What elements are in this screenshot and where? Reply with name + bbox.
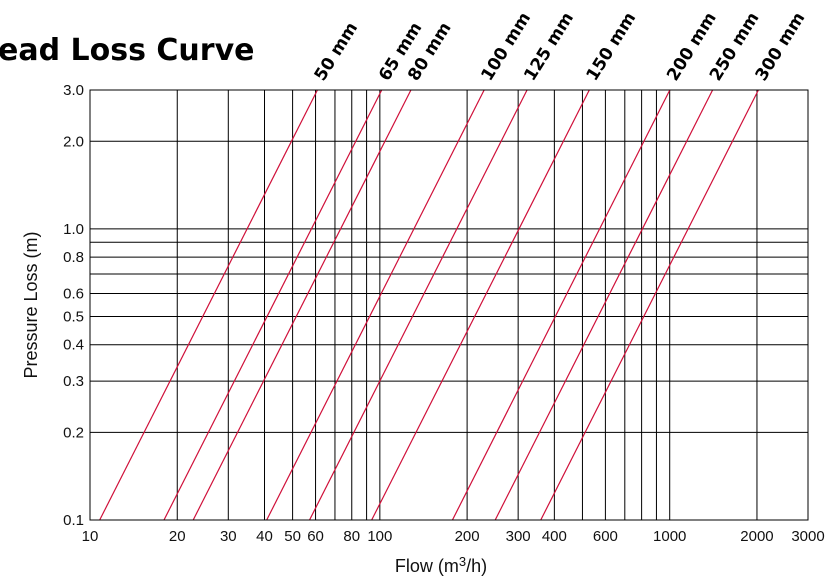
series-line <box>371 89 590 521</box>
x-tick-label: 400 <box>542 528 567 545</box>
series-line <box>266 89 485 521</box>
series-line <box>163 89 383 521</box>
x-tick-label: 30 <box>220 528 237 545</box>
x-axis-label: Flow (m3/h) <box>395 554 487 576</box>
series-label: 50 mm <box>311 19 362 85</box>
y-tick-label: 0.1 <box>63 512 84 529</box>
x-tick-label: 300 <box>506 528 531 545</box>
y-tick-label: 0.3 <box>63 373 84 390</box>
y-axis-label: Pressure Loss (m) <box>21 231 41 378</box>
x-axis-label-sup: 3 <box>459 554 466 569</box>
x-tick-label: 60 <box>307 528 324 545</box>
y-tick-label: 3.0 <box>63 82 84 99</box>
x-tick-label: 600 <box>593 528 618 545</box>
series-line <box>99 89 318 521</box>
x-tick-label: 10 <box>82 528 99 545</box>
plot-frame <box>89 89 809 521</box>
series-line <box>308 89 528 521</box>
y-tick-label: 0.6 <box>63 285 84 302</box>
chart-grid <box>89 89 809 521</box>
x-tick-label: 80 <box>343 528 360 545</box>
series-line <box>192 89 412 521</box>
x-tick-label: 20 <box>169 528 186 545</box>
x-axis-label-end: /h) <box>466 556 487 576</box>
series-lines <box>99 89 759 521</box>
y-tick-label: 0.4 <box>63 337 84 354</box>
x-tick-label: 3000 <box>791 528 824 545</box>
y-tick-label: 1.0 <box>63 221 84 238</box>
series-line <box>540 89 759 521</box>
x-tick-label: 1000 <box>653 528 686 545</box>
x-tick-label: 50 <box>284 528 301 545</box>
x-axis-label-main: Flow (m <box>395 556 459 576</box>
chart-title: ead Loss Curve <box>0 33 254 68</box>
x-tick-label: 200 <box>455 528 480 545</box>
y-tick-label: 2.0 <box>63 133 84 150</box>
x-tick-label: 2000 <box>740 528 773 545</box>
x-tick-labels: 10 20 30 40 50 60 80 100 200 300 400 600 1000 2000 300… <box>82 528 825 545</box>
y-tick-label: 0.8 <box>63 249 84 266</box>
series-line <box>494 89 714 521</box>
series-label: 150 mm <box>583 9 641 85</box>
y-tick-label: 0.2 <box>63 424 84 441</box>
x-tick-label: 100 <box>367 528 392 545</box>
series-line <box>451 89 671 521</box>
y-tick-label: 0.5 <box>63 309 84 326</box>
x-tick-label: 40 <box>256 528 273 545</box>
y-tick-labels: 0.1 0.2 0.3 0.4 0.5 0.6 0.8 1.0 2.0 3.0 <box>63 82 84 529</box>
